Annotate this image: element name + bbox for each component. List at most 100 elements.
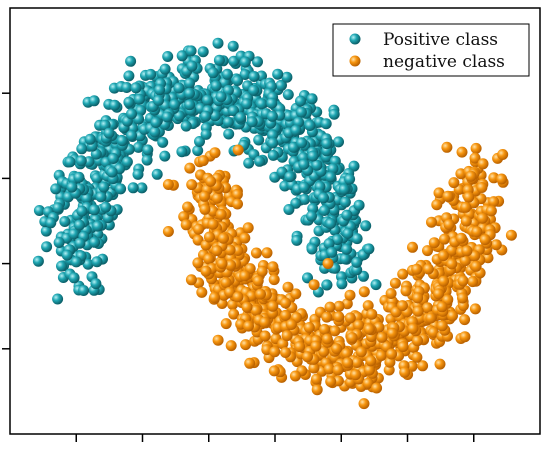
data-point-negative: [342, 357, 354, 369]
data-point-negative: [344, 312, 356, 324]
data-point-negative: [269, 346, 281, 358]
data-point-positive: [256, 98, 268, 110]
data-point-negative: [209, 292, 220, 303]
data-point-negative: [434, 358, 446, 370]
data-point-positive: [325, 171, 337, 183]
data-point-negative: [322, 258, 334, 269]
data-point-positive: [154, 84, 166, 96]
data-point-positive: [266, 110, 278, 122]
data-point-positive: [295, 95, 306, 107]
data-point-positive: [239, 69, 251, 80]
data-point-positive: [176, 146, 188, 158]
data-point-negative: [259, 316, 271, 328]
data-point-negative: [220, 277, 232, 289]
data-point-positive: [88, 204, 100, 216]
data-point-negative: [436, 301, 448, 313]
data-point-positive: [141, 154, 153, 166]
data-point-positive: [296, 137, 308, 149]
data-point-positive: [272, 68, 284, 80]
data-point-negative: [280, 297, 291, 309]
data-point-positive: [248, 84, 260, 96]
data-point-positive: [311, 159, 323, 171]
data-point-positive: [370, 279, 382, 291]
data-point-positive: [90, 278, 102, 290]
data-point-negative: [469, 152, 481, 164]
data-point-positive: [74, 237, 86, 249]
data-point-negative: [433, 187, 445, 199]
data-point-positive: [342, 227, 354, 239]
data-point-negative: [490, 239, 502, 251]
data-point-positive: [221, 68, 233, 80]
data-point-positive: [157, 136, 169, 148]
data-point-negative: [386, 327, 398, 339]
data-point-positive: [215, 91, 227, 103]
data-point-positive: [298, 158, 310, 170]
data-point-negative: [476, 182, 488, 193]
data-point-negative: [358, 286, 370, 298]
data-point-positive: [68, 272, 80, 284]
data-point-positive: [159, 150, 171, 162]
data-point-positive: [64, 156, 76, 168]
data-point-negative: [422, 302, 433, 314]
data-point-positive: [89, 236, 101, 248]
data-point-negative: [294, 341, 306, 353]
data-point-negative: [323, 363, 335, 375]
data-point-negative: [186, 179, 198, 191]
data-point-negative: [212, 334, 224, 346]
data-point-negative: [496, 173, 508, 185]
data-point-positive: [132, 168, 144, 180]
data-point-positive: [61, 249, 73, 261]
data-point-negative: [267, 261, 279, 273]
data-point-negative: [488, 196, 500, 208]
data-point-positive: [239, 56, 251, 68]
data-point-negative: [467, 276, 479, 288]
data-point-negative: [209, 147, 221, 159]
data-point-negative: [443, 219, 455, 230]
data-point-positive: [320, 118, 332, 130]
data-point-negative: [220, 318, 232, 330]
data-point-negative: [333, 311, 345, 323]
data-point-positive: [306, 243, 318, 255]
data-point-positive: [70, 256, 82, 268]
data-point-negative: [193, 223, 205, 235]
data-point-positive: [282, 89, 294, 101]
data-point-positive: [323, 238, 335, 250]
data-point-negative: [407, 241, 418, 253]
data-point-positive: [212, 37, 224, 49]
legend-label-positive: Positive class: [383, 30, 498, 50]
data-point-positive: [360, 220, 372, 232]
data-point-positive: [213, 54, 225, 66]
data-point-negative: [302, 351, 313, 363]
data-point-negative: [182, 201, 194, 213]
data-point-negative: [469, 250, 481, 262]
data-point-positive: [295, 106, 307, 118]
data-point-negative: [308, 362, 320, 374]
data-point-negative: [207, 218, 219, 230]
data-point-negative: [358, 398, 370, 410]
data-point-negative: [363, 364, 375, 376]
data-point-positive: [246, 116, 258, 128]
data-point-positive: [252, 56, 263, 68]
data-point-positive: [145, 68, 157, 80]
data-point-negative: [199, 190, 210, 202]
data-point-positive: [185, 45, 197, 57]
data-point-negative: [371, 382, 383, 394]
data-point-negative: [442, 190, 454, 202]
data-point-negative: [459, 255, 471, 267]
data-point-positive: [304, 120, 316, 131]
data-point-positive: [151, 168, 163, 180]
data-point-positive: [353, 199, 365, 211]
data-point-negative: [256, 265, 268, 277]
data-point-positive: [207, 67, 219, 79]
data-point-positive: [82, 258, 94, 270]
data-point-positive: [123, 70, 135, 82]
data-point-positive: [125, 55, 137, 67]
data-point-positive: [107, 153, 119, 164]
data-point-negative: [460, 215, 472, 227]
data-point-positive: [338, 183, 350, 195]
data-point-positive: [306, 210, 317, 222]
data-point-negative: [225, 340, 237, 352]
data-point-positive: [243, 157, 255, 169]
data-point-negative: [215, 208, 227, 220]
data-point-negative: [319, 323, 331, 335]
